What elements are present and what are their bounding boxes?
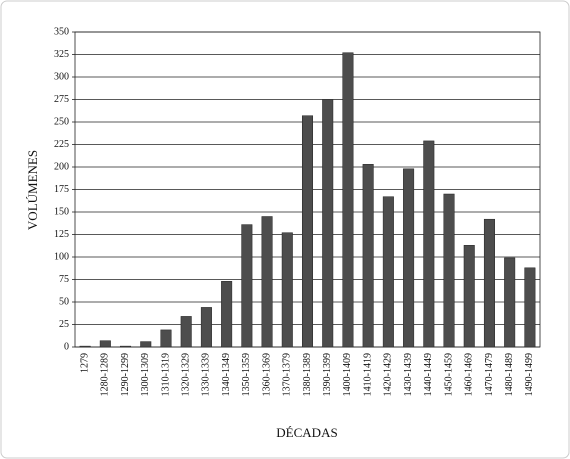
x-tick-label: 1470-1479 [484, 353, 495, 396]
bar [342, 52, 354, 348]
bar [423, 140, 435, 348]
x-tick-label: 1460-1469 [464, 353, 475, 396]
bar [140, 341, 152, 348]
x-tick-label: 1440-1449 [423, 353, 434, 396]
y-tick-label: 175 [54, 184, 69, 195]
bar [443, 193, 455, 348]
y-tick-label: 125 [54, 229, 69, 240]
x-tick-label: 1350-1359 [241, 353, 252, 396]
y-tick-label: 50 [59, 296, 69, 307]
bar [322, 99, 334, 348]
y-tick-label: 325 [54, 49, 69, 60]
x-tick-label: 1490-1499 [524, 353, 535, 396]
y-tick-label: 350 [54, 26, 69, 37]
bar [403, 168, 415, 348]
y-tick-label: 100 [54, 251, 69, 262]
bar [261, 216, 273, 348]
x-tick-label: 1400-1409 [342, 353, 353, 396]
bar [200, 307, 212, 348]
bar [79, 345, 91, 348]
x-tick-label: 1330-1339 [201, 353, 212, 396]
x-tick-label: 1370-1379 [282, 353, 293, 396]
bar [180, 316, 192, 348]
y-tick-label: 225 [54, 139, 69, 150]
x-tick-label: 1340-1349 [221, 353, 232, 396]
bar [463, 245, 475, 348]
y-tick-label: 200 [54, 161, 69, 172]
x-tick-label: 1480-1489 [504, 353, 515, 396]
y-tick-label: 75 [59, 274, 69, 285]
y-tick-label: 0 [64, 341, 69, 352]
bar [504, 257, 516, 348]
x-axis-title: DÉCADAS [276, 425, 337, 440]
x-tick-label: 1360-1369 [261, 353, 272, 396]
x-tick-label: 1300-1309 [140, 353, 151, 396]
bar [382, 196, 394, 348]
bar [241, 224, 253, 348]
x-tick-label: 1420-1429 [383, 353, 394, 396]
bar [120, 345, 132, 348]
bar [221, 281, 233, 348]
bar [99, 340, 111, 348]
bar [160, 329, 172, 348]
bar [362, 164, 374, 348]
x-tick-label: 1290-1299 [120, 353, 131, 396]
x-tick-label: 1430-1439 [403, 353, 414, 396]
bar [281, 232, 293, 348]
y-tick-label: 275 [54, 94, 69, 105]
x-tick-label: 1450-1459 [443, 353, 454, 396]
x-tick-label: 1380-1389 [302, 353, 313, 396]
bar [301, 115, 314, 348]
x-tick-label: 1390-1399 [322, 353, 333, 396]
y-axis-title: VOLÚMENES [25, 150, 40, 230]
x-tick-label: 1320-1329 [180, 353, 191, 396]
y-tick-label: 250 [54, 116, 69, 127]
bar [483, 218, 495, 348]
x-tick-label: 1280-1289 [100, 353, 111, 396]
x-tick-label: 1310-1319 [160, 353, 171, 396]
y-tick-label: 25 [59, 319, 69, 330]
x-tick-label: 1279 [79, 353, 90, 373]
bar [524, 267, 536, 348]
y-tick-label: 300 [54, 71, 69, 82]
y-tick-label: 150 [54, 206, 69, 217]
x-tick-label: 1410-1419 [362, 353, 373, 396]
